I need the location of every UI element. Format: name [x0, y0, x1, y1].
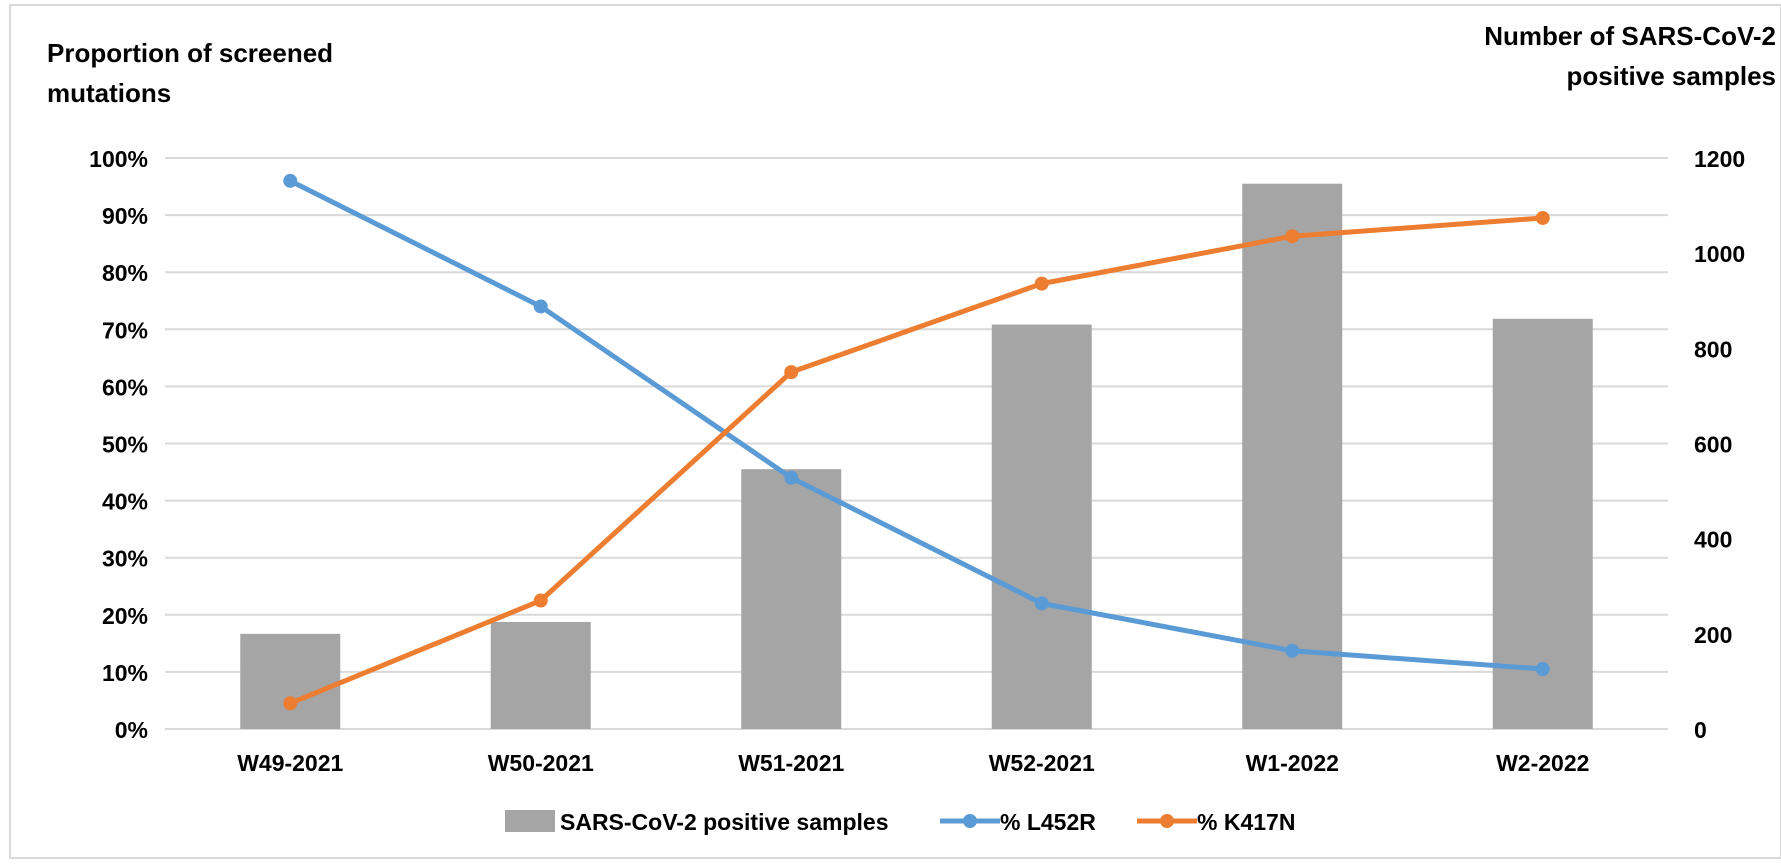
legend-k417n-label: % K417N — [1197, 809, 1295, 835]
right-tick-label: 600 — [1694, 432, 1732, 458]
legend-bar-label: SARS-CoV-2 positive samples — [560, 809, 889, 835]
bar — [1242, 183, 1343, 729]
data-point — [1285, 229, 1300, 244]
data-point — [1535, 210, 1550, 225]
x-tick-label: W2-2022 — [1496, 750, 1589, 776]
right-axis-title-line1: Number of SARS-CoV-2 — [1484, 21, 1776, 51]
x-tick-label: W50-2021 — [488, 750, 594, 776]
left-tick-label: 60% — [102, 374, 148, 400]
x-tick-label: W52-2021 — [989, 750, 1095, 776]
right-tick-label: 800 — [1694, 336, 1732, 362]
left-tick-label: 70% — [102, 317, 148, 343]
right-tick-label: 1200 — [1694, 146, 1745, 172]
data-point — [533, 593, 548, 608]
legend: SARS-CoV-2 positive samples % L452R % K4… — [505, 809, 1295, 835]
left-tick-label: 50% — [102, 432, 148, 458]
line-series — [283, 173, 1550, 711]
right-tick-label: 400 — [1694, 527, 1732, 553]
bar — [1492, 318, 1593, 729]
left-tick-label: 20% — [102, 603, 148, 629]
bar — [240, 633, 341, 729]
data-point — [283, 696, 298, 711]
left-tick-label: 0% — [115, 717, 148, 743]
left-axis-ticks: 0% 10% 20% 30% 40% 50% 60% 70% 80% 90% 100% — [89, 146, 148, 743]
data-point — [533, 299, 548, 314]
legend-l452r-label: % L452R — [1000, 809, 1096, 835]
left-tick-label: 10% — [102, 660, 148, 686]
x-axis-ticks: W49-2021 W50-2021 W51-2021 W52-2021 W1-2022 W… — [237, 750, 1589, 776]
left-axis-title-line1: Proportion of screened — [47, 38, 333, 68]
gridlines — [165, 157, 1668, 730]
data-point — [1034, 276, 1049, 291]
right-axis-ticks: 0 200 400 600 800 1000 1200 — [1694, 146, 1745, 743]
bar-series — [240, 183, 1593, 729]
left-tick-label: 90% — [102, 203, 148, 229]
x-tick-label: W49-2021 — [237, 750, 343, 776]
x-tick-label: W51-2021 — [738, 750, 844, 776]
left-tick-label: 100% — [89, 146, 148, 172]
series-line — [287, 215, 1546, 706]
left-tick-label: 30% — [102, 546, 148, 572]
left-axis-title-line2: mutations — [47, 78, 171, 108]
bar — [490, 621, 591, 729]
right-tick-label: 0 — [1694, 717, 1707, 743]
right-axis-title-line2: positive samples — [1566, 61, 1776, 91]
series-line — [287, 178, 1546, 672]
data-point — [1034, 596, 1049, 611]
bar — [991, 324, 1092, 729]
x-tick-label: W1-2022 — [1246, 750, 1339, 776]
left-tick-label: 40% — [102, 489, 148, 515]
data-point — [1285, 643, 1300, 658]
right-tick-label: 1000 — [1694, 241, 1745, 267]
data-point — [784, 470, 799, 485]
legend-l452r-marker — [963, 814, 977, 828]
data-point — [1535, 662, 1550, 677]
data-point — [784, 365, 799, 380]
legend-k417n-marker — [1160, 814, 1174, 828]
bar — [741, 469, 842, 729]
right-tick-label: 200 — [1694, 622, 1732, 648]
left-tick-label: 80% — [102, 260, 148, 286]
data-point — [283, 173, 298, 188]
legend-bar-swatch — [505, 810, 555, 832]
